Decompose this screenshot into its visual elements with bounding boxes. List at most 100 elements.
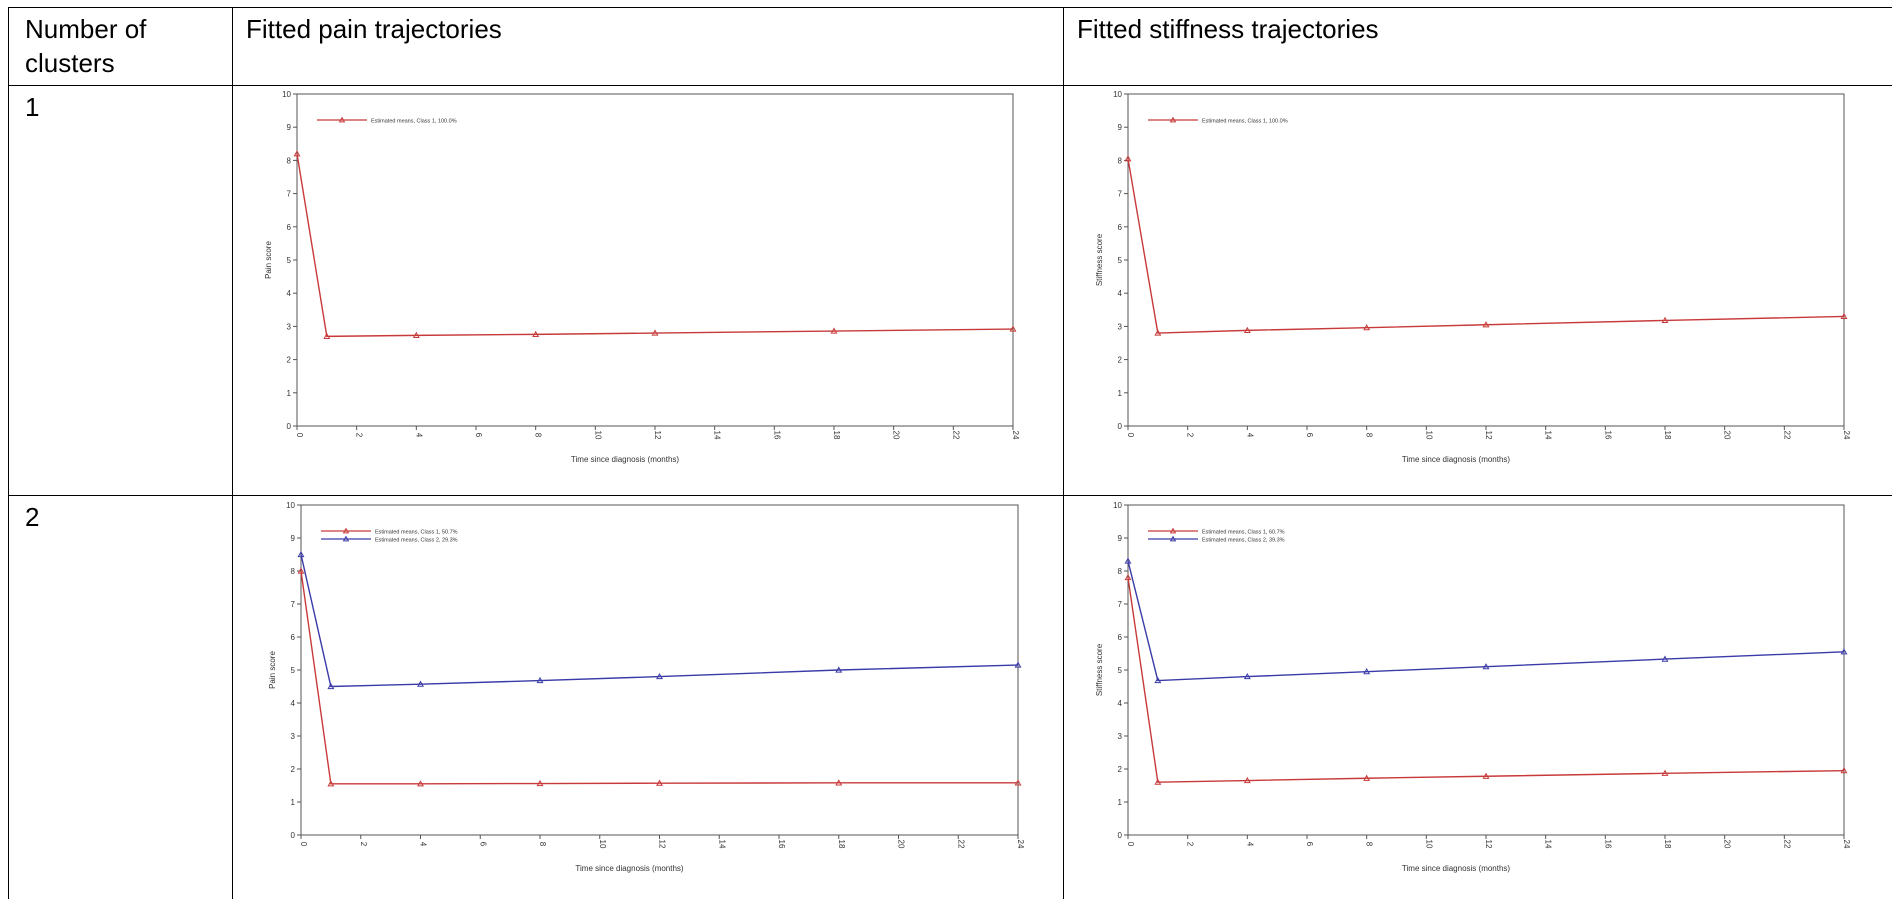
- y-tick-label: 9: [287, 123, 292, 132]
- x-tick-label: 0: [299, 842, 308, 847]
- y-tick-label: 1: [1118, 389, 1123, 398]
- data-point: [1840, 648, 1848, 655]
- data-point: [1661, 316, 1669, 324]
- data-point: [651, 329, 659, 336]
- x-tick-label: 24: [1842, 431, 1851, 440]
- row-2-clusters: 2: [25, 502, 40, 532]
- y-tick-label: 5: [287, 256, 292, 265]
- x-tick-label: 14: [1544, 840, 1553, 849]
- table-row1-border: [8, 495, 1892, 496]
- data-point: [1154, 329, 1162, 336]
- header-pain-trajectories: Fitted pain trajectories: [246, 14, 502, 44]
- y-tick-label: 1: [1118, 798, 1123, 807]
- y-tick-label: 6: [287, 223, 292, 232]
- plot-area: [1127, 504, 1845, 836]
- y-tick-label: 0: [291, 831, 296, 840]
- data-point: [1482, 663, 1490, 670]
- data-point: [293, 150, 301, 157]
- data-point: [1661, 655, 1669, 662]
- y-tick-label: 7: [287, 190, 292, 199]
- data-point: [412, 331, 420, 338]
- y-tick-label: 2: [291, 765, 296, 774]
- x-axis-label: Time since diagnosis (months): [575, 864, 684, 873]
- x-tick-label: 14: [1544, 431, 1553, 440]
- x-tick-label: 16: [777, 840, 786, 849]
- data-point: [1154, 676, 1162, 684]
- y-tick-label: 9: [1118, 123, 1123, 132]
- x-tick-label: 22: [951, 431, 960, 440]
- header-stiffness-trajectories: Fitted stiffness trajectories: [1077, 14, 1379, 44]
- x-tick-label: 2: [1186, 433, 1195, 438]
- x-tick-label: 8: [1365, 842, 1374, 847]
- y-tick-label: 7: [1118, 600, 1123, 609]
- x-tick-label: 20: [1723, 431, 1732, 440]
- y-tick-label: 3: [287, 322, 292, 331]
- y-tick-label: 6: [291, 633, 296, 642]
- data-point: [835, 779, 843, 786]
- x-tick-label: 6: [1305, 433, 1314, 438]
- x-tick-label: 2: [1186, 842, 1195, 847]
- x-tick-label: 4: [419, 842, 428, 847]
- y-axis-label: Stiffness score: [1095, 643, 1104, 696]
- data-point: [1661, 769, 1669, 776]
- data-point: [327, 780, 335, 787]
- x-tick-label: 16: [1603, 840, 1612, 849]
- y-tick-label: 2: [1118, 356, 1123, 365]
- x-tick-label: 10: [593, 431, 602, 440]
- data-point: [327, 682, 335, 690]
- x-tick-label: 18: [832, 431, 841, 440]
- x-tick-label: 16: [1603, 431, 1612, 440]
- data-point: [1482, 321, 1490, 328]
- legend-label: Estimated means, Class 1, 50.7%: [375, 530, 458, 536]
- y-tick-label: 9: [291, 534, 296, 543]
- y-tick-label: 1: [287, 389, 292, 398]
- y-tick-label: 1: [291, 798, 296, 807]
- table-col2-border: [1063, 7, 1064, 899]
- data-point: [1840, 767, 1848, 774]
- series-line: [1127, 577, 1845, 783]
- plot-area: [296, 93, 1014, 427]
- y-tick-label: 10: [1113, 501, 1122, 510]
- y-tick-label: 10: [1113, 90, 1122, 99]
- x-tick-label: 14: [717, 840, 726, 849]
- y-tick-label: 3: [291, 732, 296, 741]
- data-point: [1124, 557, 1132, 564]
- legend-label: Estimated means, Class 1, 100.0%: [371, 119, 457, 125]
- x-tick-label: 24: [1011, 431, 1020, 440]
- data-point: [297, 550, 305, 558]
- data-point: [1154, 778, 1162, 785]
- y-tick-label: 8: [1118, 567, 1123, 576]
- y-tick-label: 6: [1118, 633, 1123, 642]
- legend-marker: [338, 116, 346, 123]
- x-tick-label: 18: [837, 840, 846, 849]
- y-tick-label: 5: [1118, 666, 1123, 675]
- legend-label: Estimated means, Class 1, 100.0%: [1202, 119, 1288, 125]
- x-tick-label: 6: [474, 433, 483, 438]
- x-axis-label: Time since diagnosis (months): [571, 455, 680, 464]
- data-point: [835, 666, 843, 673]
- y-tick-label: 4: [287, 289, 292, 298]
- x-tick-label: 22: [1782, 431, 1791, 440]
- series-line: [1127, 560, 1845, 682]
- series-line: [1127, 158, 1845, 334]
- y-tick-label: 10: [286, 501, 295, 510]
- data-point: [532, 330, 540, 337]
- x-tick-label: 2: [355, 433, 364, 438]
- data-point: [1009, 325, 1017, 332]
- y-tick-label: 2: [287, 356, 292, 365]
- x-tick-label: 18: [1663, 840, 1672, 849]
- legend-marker: [342, 527, 350, 534]
- data-point: [656, 779, 663, 786]
- x-axis-label: Time since diagnosis (months): [1402, 455, 1511, 464]
- legend-marker: [1169, 116, 1177, 123]
- x-tick-label: 10: [1424, 431, 1433, 440]
- x-tick-label: 8: [534, 433, 543, 438]
- y-axis-label: Stiffness score: [1095, 233, 1104, 286]
- data-point: [1243, 776, 1251, 784]
- y-tick-label: 3: [1118, 732, 1123, 741]
- x-tick-label: 0: [1126, 433, 1135, 438]
- x-tick-label: 8: [538, 842, 547, 847]
